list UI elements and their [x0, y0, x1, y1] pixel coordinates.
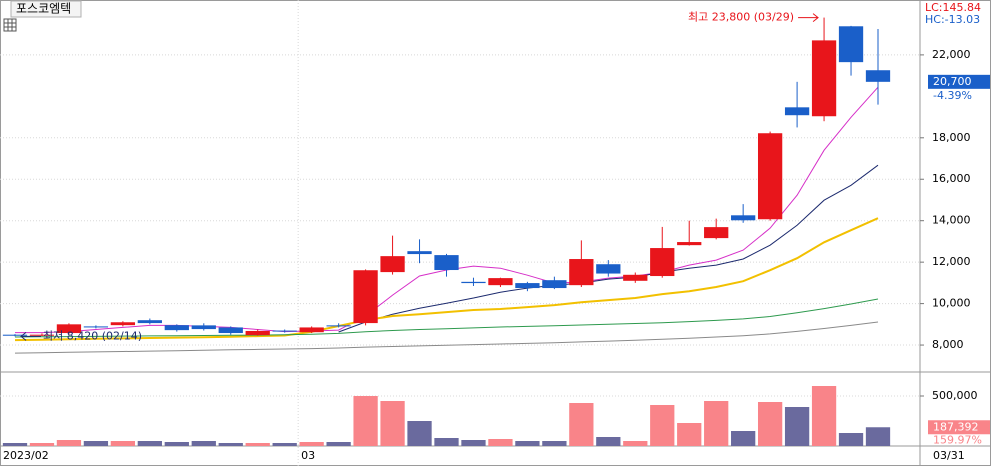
- candle-body: [245, 330, 270, 336]
- hc-label: HC:-13.03: [925, 13, 980, 26]
- candle-body: [650, 248, 675, 277]
- candle-body: [515, 283, 540, 289]
- volume-bar: [650, 405, 675, 446]
- x-tick-label: 03: [301, 449, 315, 462]
- high-annotation: 최고 23,800 (03/29): [688, 11, 794, 24]
- volume-bar: [326, 442, 351, 446]
- y-tick-label: 8,000: [932, 338, 964, 351]
- y-tick-label: 12,000: [932, 255, 971, 268]
- volume-bar: [191, 441, 216, 446]
- y-tick-label: 16,000: [932, 172, 971, 185]
- candle-body: [353, 270, 378, 324]
- volume-bar: [704, 401, 729, 446]
- volume-bar: [353, 396, 378, 446]
- candle-body: [596, 264, 621, 274]
- last-volume-box: [928, 420, 990, 435]
- candle-body: [542, 280, 567, 289]
- y-tick-label: 18,000: [932, 131, 971, 144]
- candle-body: [380, 256, 405, 273]
- table-icon[interactable]: [3, 18, 17, 32]
- volume-bar: [569, 403, 594, 446]
- candle-body: [865, 70, 891, 82]
- title-box[interactable]: [10, 0, 82, 18]
- candle-body: [461, 281, 486, 284]
- candle-body: [784, 107, 810, 116]
- moving-average: [14, 217, 879, 342]
- volume-bar: [757, 402, 783, 446]
- volume-bar: [56, 440, 82, 446]
- volume-bar: [83, 441, 109, 446]
- high-arrow: [798, 13, 819, 22]
- candle-body: [326, 325, 351, 327]
- candle-body: [137, 320, 162, 324]
- volume-bar: [272, 443, 297, 446]
- candle-body: [110, 322, 136, 326]
- volume-bar: [137, 441, 162, 446]
- moving-average: [338, 164, 879, 333]
- candle-body: [677, 242, 702, 246]
- candle-body: [407, 251, 432, 255]
- low-annotation: 최저 8,420 (02/14): [43, 329, 142, 342]
- y-tick-label: 14,000: [932, 214, 971, 227]
- volume-ratio-label: 159.97%: [933, 433, 982, 446]
- volume-bar: [865, 427, 891, 446]
- candle-body: [704, 227, 729, 239]
- candle-body: [838, 26, 864, 63]
- volume-bar: [515, 441, 540, 446]
- candle-body: [757, 133, 783, 220]
- volume-bar: [245, 443, 270, 446]
- volume-bar: [299, 442, 324, 446]
- x-tick-label: 2023/02: [3, 449, 49, 462]
- candle-body: [731, 215, 756, 221]
- last-price-box: [928, 74, 990, 89]
- candle-body: [623, 274, 648, 281]
- x-tick-label: 03/31: [933, 449, 965, 462]
- volume-bar: [623, 441, 648, 446]
- change-label: -4.39%: [933, 89, 972, 102]
- candle-body: [218, 327, 243, 334]
- candle-body: [29, 334, 55, 336]
- y-tick-label: 10,000: [932, 297, 971, 310]
- candle-body: [2, 334, 28, 336]
- volume-bar: [380, 401, 405, 446]
- volume-bar: [29, 443, 55, 446]
- volume-bar: [434, 438, 459, 446]
- volume-bar: [542, 441, 567, 446]
- candle-body: [811, 40, 837, 117]
- candle-body: [434, 255, 459, 271]
- candle-body: [569, 259, 594, 286]
- volume-bar: [488, 439, 513, 446]
- chart-title: 포스코엠텍: [16, 2, 71, 16]
- y-tick-label: 22,000: [932, 48, 971, 61]
- volume-bar: [110, 441, 136, 446]
- last-volume-label: 187,392: [933, 420, 979, 433]
- volume-bar: [2, 443, 28, 446]
- volume-bar: [407, 421, 432, 446]
- candle-body: [272, 330, 297, 332]
- candle-body: [56, 324, 82, 334]
- volume-bar: [164, 442, 189, 446]
- candle-body: [164, 325, 189, 331]
- volume-bar: [838, 433, 864, 446]
- volume-bar: [596, 437, 621, 446]
- volume-bar: [811, 386, 837, 446]
- moving-average: [14, 298, 879, 338]
- volume-bar: [461, 440, 486, 446]
- low-arrow: [20, 331, 41, 341]
- candle-body: [299, 327, 324, 333]
- volume-bar: [218, 443, 243, 446]
- candle-body: [191, 325, 216, 330]
- moving-average: [14, 321, 879, 354]
- last-price-label: 20,700: [933, 75, 972, 88]
- volume-bar: [784, 407, 810, 446]
- volume-bar: [677, 423, 702, 446]
- lc-label: LC:145.84: [925, 1, 981, 14]
- candle-body: [83, 326, 109, 328]
- volume-bar: [731, 431, 756, 446]
- candle-body: [488, 278, 513, 286]
- volume-tick-label: 500,000: [932, 389, 978, 402]
